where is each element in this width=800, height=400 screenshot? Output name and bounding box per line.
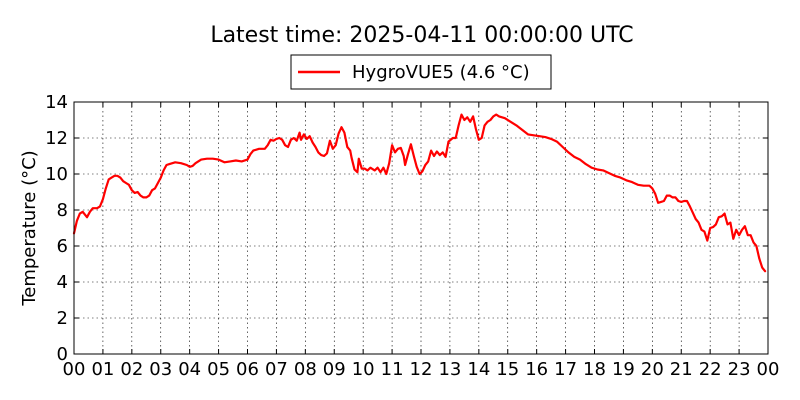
x-tick-label: 10 [352,359,375,380]
x-tick-label: 13 [438,359,461,380]
y-tick-label: 6 [57,236,68,257]
x-tick-label: 20 [641,359,664,380]
y-tick-label: 14 [45,92,68,113]
y-axis: 0 2 4 6 8 10 12 14 [45,92,768,365]
y-axis-label: Temperature (°C) [19,150,40,306]
x-tick-label: 19 [612,359,635,380]
y-tick-label: 8 [57,200,68,221]
x-tick-label: 22 [699,359,722,380]
x-tick-label: 02 [120,359,143,380]
x-axis: 00 01 02 03 04 05 06 07 08 09 10 11 12 13 14 15 16 17 18 19… [63,102,780,380]
x-tick-label: 06 [236,359,259,380]
legend-entry-hygrovue5: HygroVUE5 (4.6 °C) [352,62,530,83]
x-tick-label: 09 [323,359,346,380]
x-tick-label: 17 [554,359,577,380]
x-tick-label: 01 [91,359,114,380]
series-line-hygrovue5 [72,113,767,273]
x-tick-label: 00 [757,359,780,380]
x-tick-label: 12 [410,359,433,380]
x-tick-label: 05 [207,359,230,380]
y-tick-label: 4 [57,272,68,293]
x-tick-label: 14 [467,359,490,380]
x-tick-label: 15 [496,359,519,380]
x-tick-label: 08 [294,359,317,380]
x-tick-label: 18 [583,359,606,380]
x-tick-label: 03 [149,359,172,380]
x-tick-label: 16 [525,359,548,380]
x-tick-label: 00 [63,359,86,380]
x-tick-label: 07 [265,359,288,380]
y-tick-label: 0 [57,344,68,365]
y-tick-label: 2 [57,308,68,329]
legend: HygroVUE5 (4.6 °C) [290,54,552,90]
series-layer [72,113,767,273]
x-tick-label: 11 [381,359,404,380]
chart-title: Latest time: 2025-04-11 00:00:00 UTC [210,23,633,48]
y-tick-label: 12 [45,128,68,149]
x-tick-label: 21 [670,359,693,380]
x-tick-label: 23 [728,359,751,380]
y-tick-label: 10 [45,164,68,185]
x-tick-label: 04 [178,359,201,380]
